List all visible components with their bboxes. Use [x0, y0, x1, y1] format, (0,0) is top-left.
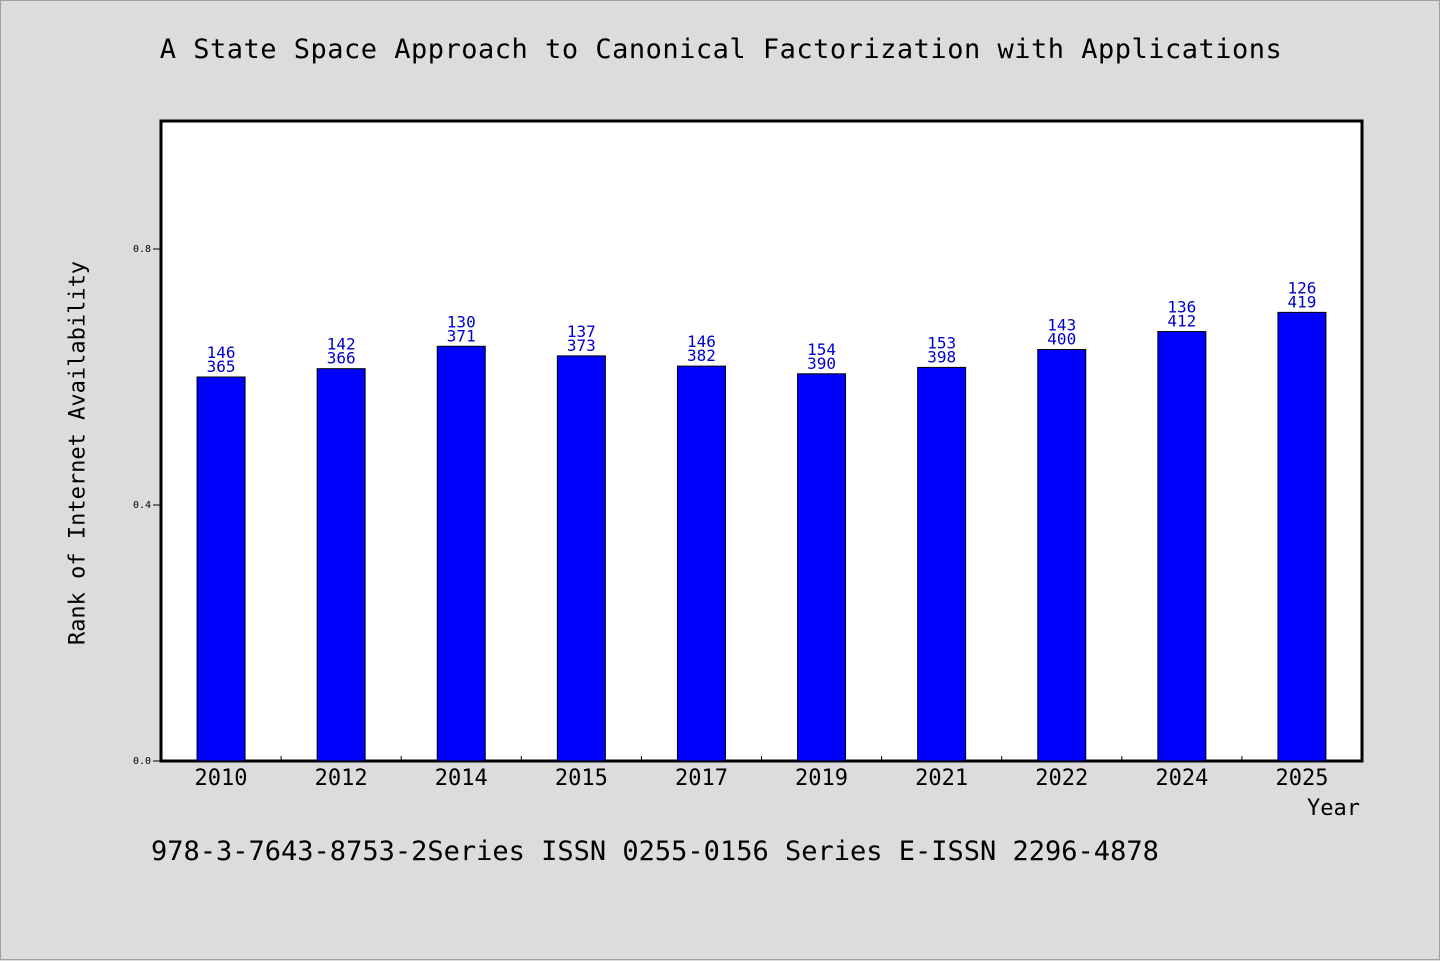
bar-label-top: 136 — [1167, 298, 1196, 317]
x-tick-label: 2012 — [315, 766, 368, 791]
bar — [1157, 331, 1207, 762]
bar-label-bottom: 366 — [327, 349, 356, 368]
x-tick-label: 2010 — [195, 766, 248, 791]
bar-label-top: 137 — [567, 322, 596, 341]
bars — [196, 311, 1327, 762]
bar-label-top: 154 — [807, 340, 836, 359]
bar — [316, 368, 366, 762]
bar — [917, 366, 967, 762]
x-tick-label: 2017 — [675, 766, 728, 791]
bar-label-top: 146 — [207, 343, 236, 362]
bar-label-top: 143 — [1047, 315, 1076, 334]
x-tick-label: 2015 — [555, 766, 608, 791]
y-tick-label: 0.0 — [133, 756, 151, 767]
bar — [1037, 348, 1087, 762]
bar-label-bottom: 373 — [567, 336, 596, 355]
bar-label-bottom: 371 — [447, 326, 476, 345]
chart-title: A State Space Approach to Canonical Fact… — [159, 34, 1283, 65]
x-tick-label: 2014 — [435, 766, 488, 791]
bar-label-bottom: 398 — [927, 347, 956, 366]
bar-label-bottom: 365 — [207, 357, 236, 376]
x-tick-label: 2021 — [915, 766, 968, 791]
y-tick-label: 0.8 — [133, 244, 151, 255]
y-tick-label: 0.4 — [133, 500, 151, 511]
bar-label-top: 142 — [327, 335, 356, 354]
y-ticks: 0.0 0.4 0.8 — [133, 244, 161, 767]
bar-label-bottom: 390 — [807, 354, 836, 373]
bar — [676, 365, 726, 762]
x-tick-label: 2022 — [1035, 766, 1088, 791]
x-ticks: 2010 2012 2014 2015 2017 2019 2021 2022 2024 2025 — [195, 756, 1328, 791]
bar-label-top: 146 — [687, 332, 716, 351]
bar — [196, 376, 246, 762]
x-tick-label: 2024 — [1155, 766, 1208, 791]
x-tick-label: 2025 — [1275, 766, 1328, 791]
bar-label-top: 153 — [927, 333, 956, 352]
x-tick-label: 2019 — [795, 766, 848, 791]
bar — [1277, 311, 1327, 762]
bar — [797, 373, 847, 762]
bar-label-bottom: 419 — [1287, 292, 1316, 311]
footer-text: 978-3-7643-8753-2Series ISSN 0255-0156 S… — [151, 836, 1159, 867]
y-axis-label: Rank of Internet Availability — [65, 260, 91, 646]
bar-label-bottom: 400 — [1047, 329, 1076, 348]
bar — [436, 345, 486, 762]
bar-label-top: 126 — [1287, 278, 1316, 297]
bar-label-top: 130 — [447, 312, 476, 331]
bar-label-bottom: 382 — [687, 346, 716, 365]
bar — [556, 355, 606, 762]
bar-label-bottom: 412 — [1167, 312, 1196, 331]
x-axis-label: Year — [1307, 796, 1360, 821]
